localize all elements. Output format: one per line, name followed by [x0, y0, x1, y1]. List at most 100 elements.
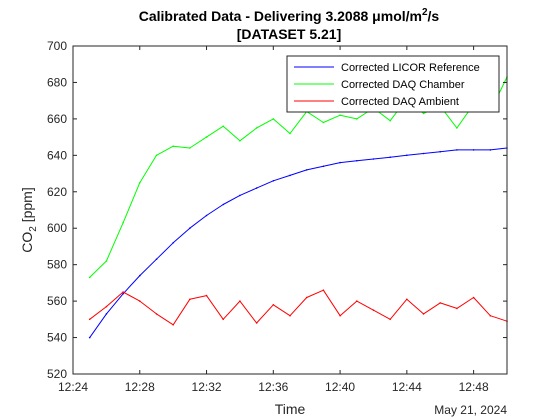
data-point-corrected-daq-ambient: [472, 296, 475, 299]
data-point-corrected-licor-reference: [389, 156, 392, 158]
y-axis-ticks: 520 540 560 580 600 620 640 660 680 700: [47, 39, 507, 381]
data-point-corrected-daq-ambient: [356, 300, 358, 302]
y-tick-label: 560: [47, 294, 67, 308]
legend-entries: Corrected LICOR Reference Corrected DAQ C…: [294, 62, 480, 108]
data-point-corrected-daq-ambient: [88, 318, 91, 321]
data-point-corrected-daq-ambient: [372, 309, 375, 312]
data-point-corrected-daq-ambient: [289, 314, 291, 317]
data-point-corrected-daq-ambient: [172, 324, 174, 326]
data-point-corrected-daq-ambient: [389, 318, 392, 321]
y-tick-label: 700: [47, 39, 67, 53]
series-line-corrected-licor-reference: [89, 147, 508, 338]
series-corrected-licor-reference: [88, 147, 508, 339]
data-point-corrected-licor-reference: [272, 180, 275, 182]
data-point-corrected-daq-chamber: [155, 154, 158, 157]
data-point-corrected-daq-ambient: [456, 307, 458, 310]
data-point-corrected-daq-ambient: [305, 296, 308, 299]
data-point-corrected-daq-chamber: [322, 121, 325, 124]
data-point-corrected-daq-ambient: [189, 298, 191, 301]
data-point-corrected-daq-chamber: [456, 127, 458, 129]
legend-label: Corrected LICOR Reference: [341, 62, 480, 74]
x-axis-ticks: 12:24 12:28 12:32 12:36 12:40 12:44 12:48: [58, 46, 489, 394]
x-tick-label: 12:44: [392, 380, 422, 394]
data-point-corrected-daq-ambient: [489, 314, 492, 317]
data-point-corrected-daq-chamber: [139, 181, 141, 184]
data-point-corrected-daq-chamber: [422, 112, 425, 115]
y-tick-label: 520: [47, 367, 67, 381]
data-point-corrected-licor-reference: [88, 336, 91, 339]
chart-subtitle: [DATASET 5.21]: [237, 26, 342, 42]
data-point-corrected-licor-reference: [422, 152, 425, 155]
x-tick-label: 12:32: [192, 380, 222, 394]
data-point-corrected-daq-ambient: [205, 294, 208, 297]
data-point-corrected-daq-chamber: [239, 140, 241, 142]
data-point-corrected-daq-chamber: [356, 118, 358, 120]
data-point-corrected-licor-reference: [239, 194, 241, 197]
series-line-corrected-daq-ambient: [89, 289, 508, 326]
date-label: May 21, 2024: [434, 403, 507, 417]
data-point-corrected-licor-reference: [289, 174, 291, 177]
data-point-corrected-daq-chamber: [289, 132, 291, 135]
data-point-corrected-daq-chamber: [122, 222, 124, 224]
data-point-corrected-daq-ambient: [239, 300, 241, 302]
plot-lines: [88, 76, 508, 339]
chart-title-main: Calibrated Data - Delivering 3.2088 μmol…: [139, 8, 422, 24]
y-tick-label: 580: [47, 258, 67, 272]
y-tick-label: 620: [47, 185, 67, 199]
y-axis-label: CO2 [ppm]: [19, 187, 39, 252]
series-corrected-daq-ambient: [88, 289, 508, 326]
data-point-corrected-licor-reference: [356, 160, 358, 162]
data-point-corrected-licor-reference: [322, 165, 325, 168]
y-tick-label: 540: [47, 331, 67, 345]
data-point-corrected-daq-chamber: [105, 260, 108, 262]
x-axis-label: Time: [275, 401, 306, 417]
axes-box: [72, 45, 508, 375]
data-point-corrected-licor-reference: [339, 161, 341, 164]
y-axis-label-main: CO: [19, 232, 35, 253]
x-tick-label: 12:48: [459, 380, 489, 394]
data-point-corrected-licor-reference: [139, 274, 141, 277]
data-point-corrected-licor-reference: [305, 169, 308, 171]
chart-title-sup: 2: [422, 7, 428, 18]
data-point-corrected-daq-chamber: [172, 145, 174, 147]
data-point-corrected-daq-chamber: [222, 125, 224, 127]
data-point-corrected-licor-reference: [439, 150, 442, 153]
chart-title: Calibrated Data - Delivering 3.2088 μmol…: [139, 7, 440, 24]
data-point-corrected-daq-ambient: [122, 291, 124, 293]
data-point-corrected-licor-reference: [189, 227, 191, 229]
data-point-corrected-licor-reference: [372, 158, 375, 160]
data-point-corrected-daq-ambient: [272, 304, 275, 306]
data-point-corrected-licor-reference: [155, 258, 158, 261]
data-point-corrected-licor-reference: [489, 149, 492, 151]
y-tick-label: 680: [47, 75, 67, 89]
data-point-corrected-daq-chamber: [88, 276, 91, 279]
data-point-corrected-daq-ambient: [105, 305, 108, 308]
x-tick-label: 12:40: [325, 380, 355, 394]
data-point-corrected-daq-ambient: [322, 289, 325, 292]
data-point-corrected-daq-chamber: [205, 136, 208, 138]
data-point-corrected-licor-reference: [172, 242, 174, 244]
data-point-corrected-daq-ambient: [155, 313, 158, 315]
data-point-corrected-daq-ambient: [255, 322, 258, 324]
data-point-corrected-daq-ambient: [439, 302, 442, 304]
data-point-corrected-licor-reference: [406, 154, 408, 157]
data-point-corrected-daq-chamber: [389, 119, 392, 122]
data-point-corrected-licor-reference: [222, 203, 224, 206]
data-point-corrected-daq-ambient: [339, 314, 341, 317]
data-point-corrected-daq-chamber: [255, 127, 258, 129]
data-point-corrected-daq-ambient: [139, 300, 141, 302]
data-point-corrected-licor-reference: [122, 293, 124, 295]
y-tick-label: 600: [47, 221, 67, 235]
legend: Corrected LICOR Reference Corrected DAQ C…: [286, 55, 500, 113]
y-tick-label: 640: [47, 148, 67, 162]
legend-label: Corrected DAQ Ambient: [341, 96, 459, 108]
chart-title-end: /s: [428, 8, 440, 24]
data-point-corrected-daq-chamber: [189, 147, 191, 149]
y-axis-label-unit: [ppm]: [19, 187, 35, 226]
data-point-corrected-daq-chamber: [272, 118, 275, 120]
y-tick-label: 660: [47, 112, 67, 126]
data-point-corrected-licor-reference: [205, 214, 208, 217]
data-point-corrected-daq-chamber: [339, 114, 341, 116]
data-point-corrected-licor-reference: [472, 149, 475, 151]
